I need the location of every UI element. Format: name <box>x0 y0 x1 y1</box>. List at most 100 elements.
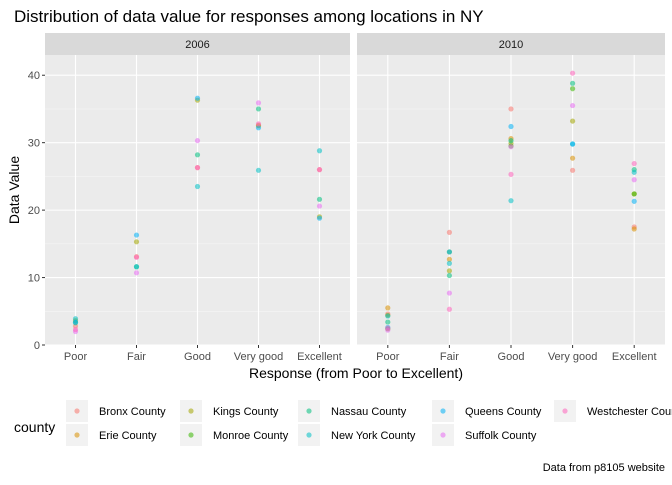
data-point <box>194 183 201 190</box>
data-point <box>508 123 514 130</box>
x-tick-label: Fair <box>127 351 146 363</box>
legend-label: Erie County <box>99 430 157 442</box>
data-point <box>631 160 637 167</box>
y-tick-label: 30 <box>28 138 40 150</box>
legend-item: Kings County <box>180 400 279 422</box>
data-point <box>316 203 323 209</box>
data-point <box>446 290 452 296</box>
data-point <box>133 239 140 245</box>
data-point <box>570 102 576 109</box>
data-point <box>570 155 576 161</box>
data-point <box>508 198 514 204</box>
data-point <box>385 305 391 311</box>
data-point <box>631 177 637 183</box>
x-tick-label: Very good <box>234 351 284 363</box>
data-point <box>194 138 201 144</box>
data-point <box>508 106 514 112</box>
legend-key-point <box>306 408 312 414</box>
x-tick-label: Excellent <box>297 351 342 363</box>
data-point <box>194 165 201 171</box>
x-tick-label: Very good <box>548 351 598 363</box>
data-point <box>570 167 576 173</box>
legend-item: Bronx County <box>66 400 166 422</box>
data-point <box>385 325 391 331</box>
x-axis-label: Response (from Poor to Excellent) <box>249 365 463 381</box>
facet-strip <box>357 33 665 55</box>
data-point <box>631 191 637 197</box>
facet-panels: 2006 Poor Fair Good Very good Excellent 2010 Po… <box>45 33 665 363</box>
y-axis: 0 10 20 30 40 <box>28 70 45 352</box>
x-tick-label: Excellent <box>612 351 657 363</box>
data-point <box>570 70 576 76</box>
y-axis-label: Data Value <box>6 156 22 224</box>
legend-label: Suffolk County <box>465 430 537 442</box>
legend-item: Monroe County <box>180 424 289 446</box>
legend-item: Queens County <box>432 400 542 422</box>
legend-label: Nassau County <box>331 406 407 418</box>
legend-key-point <box>74 408 80 414</box>
legend-label: New York County <box>331 430 416 442</box>
facet-strip <box>45 33 350 55</box>
y-tick-label: 40 <box>28 70 40 82</box>
data-point <box>508 138 514 144</box>
data-point <box>570 141 576 147</box>
data-point <box>446 268 452 274</box>
legend-key-point <box>440 408 446 414</box>
data-point <box>255 121 262 127</box>
data-point <box>133 270 140 276</box>
legend-key-point <box>562 408 568 414</box>
data-point <box>631 226 637 232</box>
legend-title: county <box>14 419 55 435</box>
data-point <box>570 80 576 86</box>
data-point <box>446 256 452 262</box>
facet-panel-2006: 2006 Poor Fair Good Very good Excellent <box>45 33 350 363</box>
legend-label: Queens County <box>465 406 542 418</box>
data-point <box>194 152 201 158</box>
data-point <box>316 196 323 202</box>
data-point <box>631 169 637 175</box>
data-point <box>508 171 514 177</box>
data-point <box>570 118 576 124</box>
x-tick-label: Fair <box>440 351 459 363</box>
data-point <box>316 167 323 173</box>
data-point <box>133 264 140 270</box>
data-point <box>631 198 637 204</box>
legend-item: New York County <box>298 424 416 446</box>
facet-panel-2010: 2010 Poor Fair Good Very good Excellent <box>357 33 665 363</box>
data-point <box>72 319 79 325</box>
data-point <box>446 229 452 235</box>
data-point <box>316 148 323 154</box>
data-point <box>255 167 262 173</box>
data-point <box>508 144 514 150</box>
legend-key-point <box>74 432 80 438</box>
data-point <box>255 106 262 112</box>
legend-key-point <box>440 432 446 438</box>
data-point <box>446 249 452 255</box>
x-tick-label: Poor <box>376 351 400 363</box>
x-tick-label: Good <box>498 351 525 363</box>
data-point <box>385 319 391 325</box>
chart-caption: Data from p8105 website <box>543 462 665 474</box>
facet-strip-label: 2010 <box>499 39 523 51</box>
data-point <box>133 232 140 238</box>
data-point <box>316 215 323 221</box>
data-point <box>446 272 452 279</box>
legend-key-point <box>188 408 194 414</box>
legend-label: Monroe County <box>213 430 289 442</box>
legend-item: Erie County <box>66 424 157 446</box>
legend-key-point <box>306 432 312 438</box>
chart-title: Distribution of data value for responses… <box>14 7 484 26</box>
facet-strip-label: 2006 <box>185 39 209 51</box>
legend-item: Nassau County <box>298 400 407 422</box>
data-point <box>385 313 391 319</box>
legend-label: Kings County <box>213 406 279 418</box>
data-point <box>133 254 140 260</box>
x-tick-label: Good <box>184 351 211 363</box>
data-point <box>255 100 262 106</box>
legend-label: Westchester County <box>587 406 672 418</box>
y-tick-label: 0 <box>34 340 40 352</box>
y-tick-label: 20 <box>28 205 40 217</box>
data-point <box>255 125 262 131</box>
legend-item: Westchester County <box>554 400 672 422</box>
